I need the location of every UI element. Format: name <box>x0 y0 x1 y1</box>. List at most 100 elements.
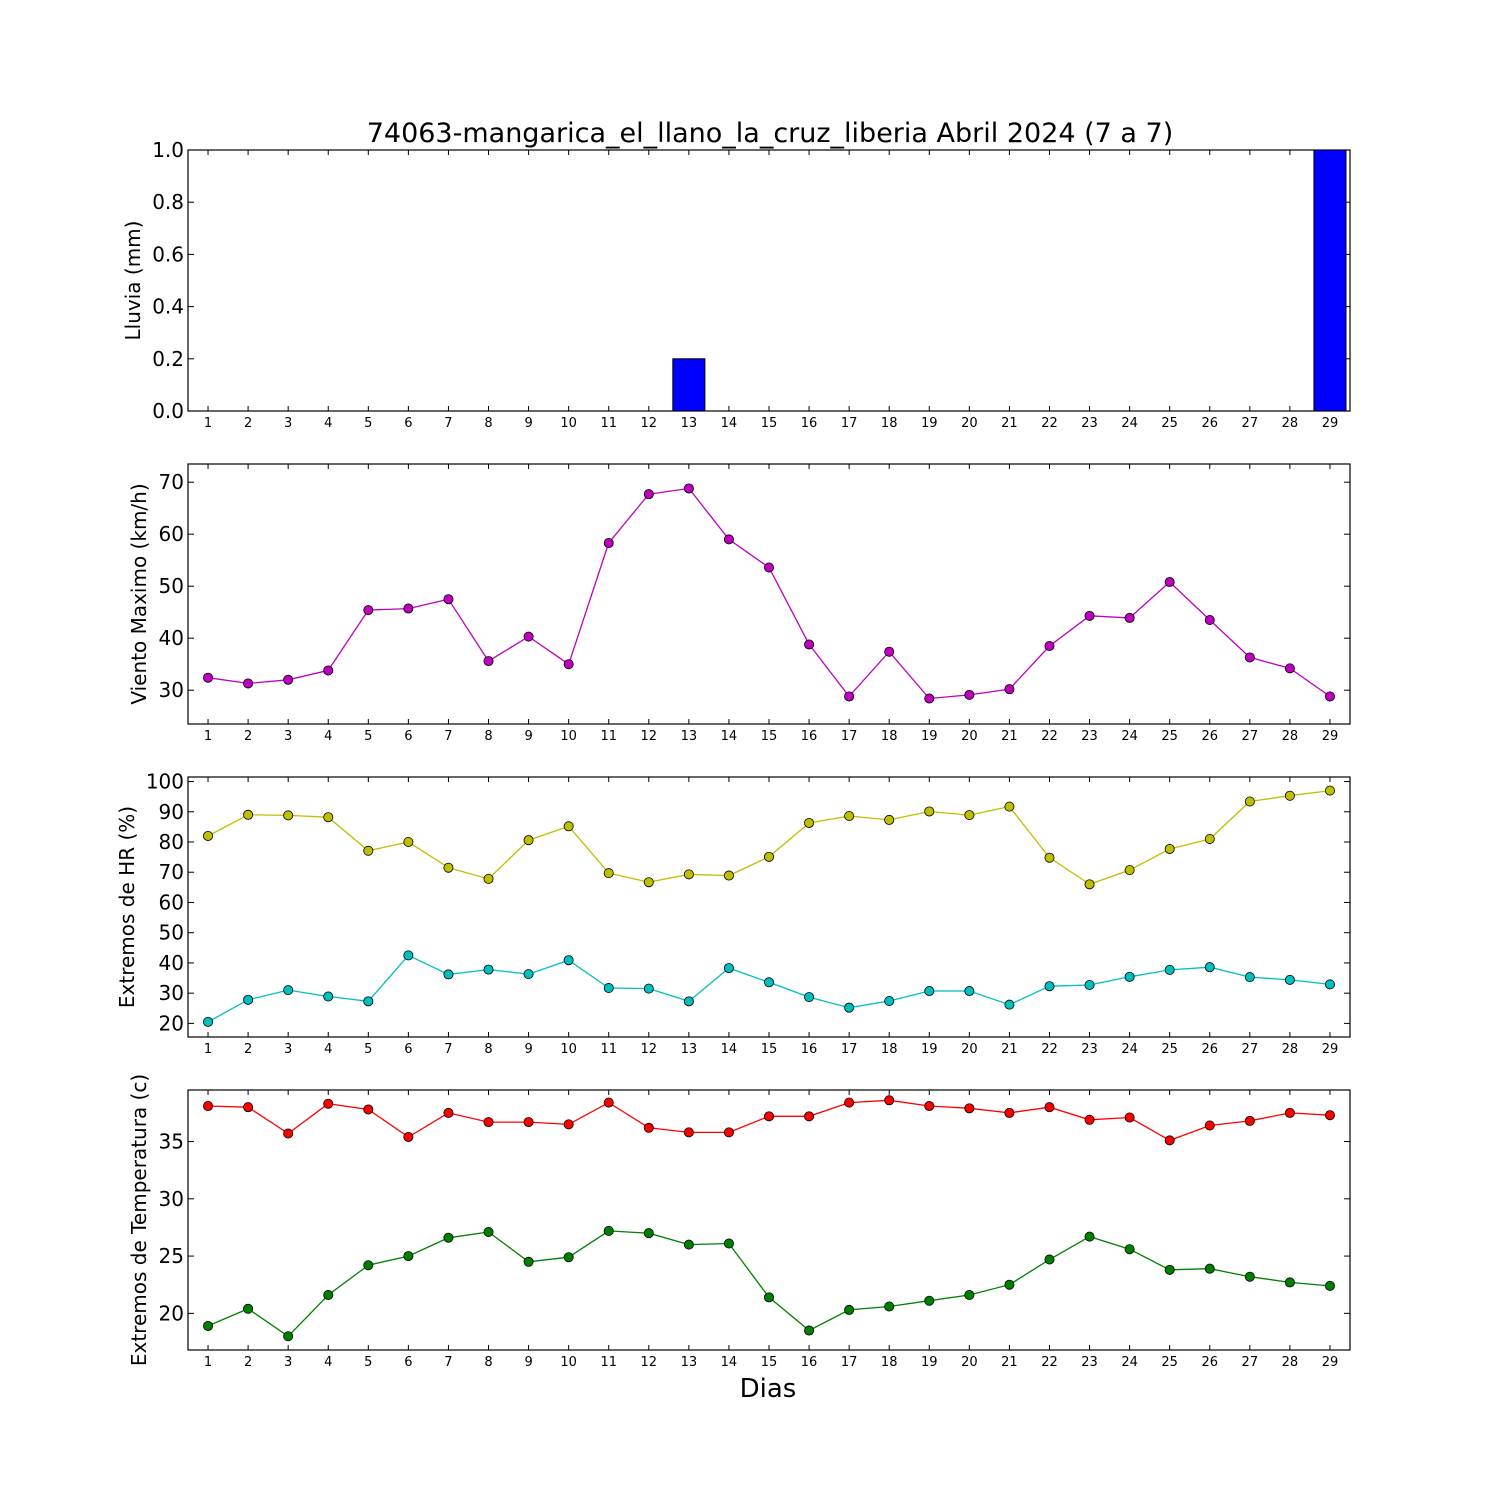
panel-2-y-tick-label: 30 <box>159 678 184 702</box>
panel-1-frame <box>187 149 1351 412</box>
panel-3-y-tick-label: 100 <box>146 770 184 794</box>
panel-4-series-2-point <box>1324 1280 1335 1291</box>
panel-1-x-tick-label: 22 <box>1041 416 1058 431</box>
panel-3-series-1-point <box>483 873 494 884</box>
panel-4-x-tick-label: 11 <box>600 1355 617 1370</box>
panel-3-series-2-line <box>207 954 1331 1023</box>
panel-4-series-1-point <box>924 1101 935 1112</box>
panel-2-x-tick-label: 29 <box>1322 729 1339 744</box>
panel-2-frame <box>187 463 1351 725</box>
panel-1-x-tick-label: 6 <box>404 416 412 431</box>
panel-3-x-tick-label: 15 <box>761 1042 778 1057</box>
panel-1-x-tick-label: 11 <box>600 416 617 431</box>
panel-2-series-1-point <box>1124 612 1135 623</box>
panel-2-x-tick-label: 26 <box>1201 729 1218 744</box>
panel-3-x-tick-label: 18 <box>881 1042 898 1057</box>
panel-3-series-2-point <box>323 991 334 1002</box>
panel-4-series-1-point <box>884 1095 895 1106</box>
panel-3-series-1-point <box>764 851 775 862</box>
panel-2-y-tick-label: 50 <box>159 574 184 598</box>
panel-1-x-tick-label: 16 <box>801 416 818 431</box>
panel-4-series-1-point <box>563 1119 574 1130</box>
panel-3-y-axis-label: Extremos de HR (%) <box>115 806 139 1008</box>
panel-3-series-1-point <box>804 817 815 828</box>
panel-4-series-2-point <box>1004 1279 1015 1290</box>
panel-2-series-1-point <box>483 656 494 667</box>
panel-2-series-1-point <box>643 489 654 500</box>
panel-4-x-tick-label: 17 <box>841 1355 858 1370</box>
panel-4-series-2-point <box>1084 1231 1095 1242</box>
panel-2-series-1-point <box>523 631 534 642</box>
panel-4-y-tick-label: 25 <box>159 1244 184 1268</box>
panel-3-y-tick-label: 90 <box>159 800 184 824</box>
panel-1-x-tick-label: 17 <box>841 416 858 431</box>
panel-3-series-2-point <box>443 969 454 980</box>
panel-4-series-1-point <box>363 1104 374 1115</box>
panel-2-x-tick-label: 4 <box>324 729 332 744</box>
panel-2-series-1-point <box>1324 691 1335 702</box>
panel-4-series-1-point <box>683 1127 694 1138</box>
panel-2-y-tick-label: 40 <box>159 626 184 650</box>
panel-2-series-1-point <box>884 646 895 657</box>
panel-4-series-2-point <box>1124 1244 1135 1255</box>
panel-3-series-2-point <box>483 964 494 975</box>
panel-2-x-tick-label: 21 <box>1001 729 1018 744</box>
panel-4-y-tick-label: 30 <box>159 1187 184 1211</box>
panel-2-series-1-point <box>443 594 454 605</box>
panel-2-x-tick-label: 5 <box>364 729 372 744</box>
panel-3-series-2-point <box>203 1016 214 1027</box>
panel-4-x-tick-label: 23 <box>1081 1355 1098 1370</box>
panel-4-x-tick-label: 22 <box>1041 1355 1058 1370</box>
panel-2-series-1-point <box>1084 610 1095 621</box>
panel-4-x-tick-label: 19 <box>921 1355 938 1370</box>
panel-3-series-1-point <box>924 806 935 817</box>
panel-4-x-tick-label: 26 <box>1201 1355 1218 1370</box>
panel-2-x-tick-label: 25 <box>1161 729 1178 744</box>
panel-3-series-2-point <box>403 950 414 961</box>
panel-2-series-1-point <box>1244 652 1255 663</box>
panel-3-x-tick-label: 21 <box>1001 1042 1018 1057</box>
panel-4-series-1-point <box>764 1111 775 1122</box>
panel-2-series-1-point <box>844 691 855 702</box>
panel-3-x-tick-label: 11 <box>600 1042 617 1057</box>
panel-3-series-1-line <box>207 789 1331 886</box>
panel-3-series-1-point <box>884 814 895 825</box>
panel-3-x-tick-label: 16 <box>801 1042 818 1057</box>
panel-3-x-tick-label: 10 <box>560 1042 577 1057</box>
panel-4-series-1-point <box>804 1111 815 1122</box>
panel-4-series-1-point <box>243 1102 254 1113</box>
panel-1-x-tick-label: 26 <box>1201 416 1218 431</box>
panel-4-x-tick-label: 13 <box>681 1355 698 1370</box>
panel-2-x-tick-label: 19 <box>921 729 938 744</box>
panel-3-series-1-point <box>1244 796 1255 807</box>
panel-3-series-1-point <box>603 868 614 879</box>
panel-2-x-tick-label: 10 <box>560 729 577 744</box>
panel-2-series-1-point <box>203 672 214 683</box>
panel-2-x-tick-label: 28 <box>1282 729 1299 744</box>
panel-3-y-tick-label: 70 <box>159 860 184 884</box>
panel-2-x-tick-label: 16 <box>801 729 818 744</box>
panel-1-x-tick-label: 19 <box>921 416 938 431</box>
panel-1-x-tick-label: 4 <box>324 416 332 431</box>
panel-3-series-2-point <box>844 1002 855 1013</box>
panel-2-y-tick-label: 60 <box>159 522 184 546</box>
panel-2-series-1-point <box>323 665 334 676</box>
panel-3-series-1-point <box>563 821 574 832</box>
panel-4-x-tick-label: 4 <box>324 1355 332 1370</box>
panel-1-x-tick-label: 21 <box>1001 416 1018 431</box>
panel-3-y-tick-label: 20 <box>159 1011 184 1035</box>
panel-3-series-2-point <box>1324 979 1335 990</box>
panel-2-x-tick-label: 24 <box>1121 729 1138 744</box>
panel-4-series-2-point <box>483 1227 494 1238</box>
panel-2-series-1-point <box>964 689 975 700</box>
panel-4-series-1-point <box>283 1128 294 1139</box>
panel-3-x-tick-label: 7 <box>444 1042 452 1057</box>
panel-3-x-tick-label: 6 <box>404 1042 412 1057</box>
panel-4-series-1-point <box>1244 1115 1255 1126</box>
panel-1-x-tick-label: 2 <box>244 416 252 431</box>
panel-1-y-axis-label: Lluvia (mm) <box>121 221 145 341</box>
panel-4-series-2-point <box>924 1295 935 1306</box>
panel-3-x-tick-label: 13 <box>681 1042 698 1057</box>
panel-4-series-2-point <box>443 1232 454 1243</box>
panel-3-series-1-point <box>1164 843 1175 854</box>
